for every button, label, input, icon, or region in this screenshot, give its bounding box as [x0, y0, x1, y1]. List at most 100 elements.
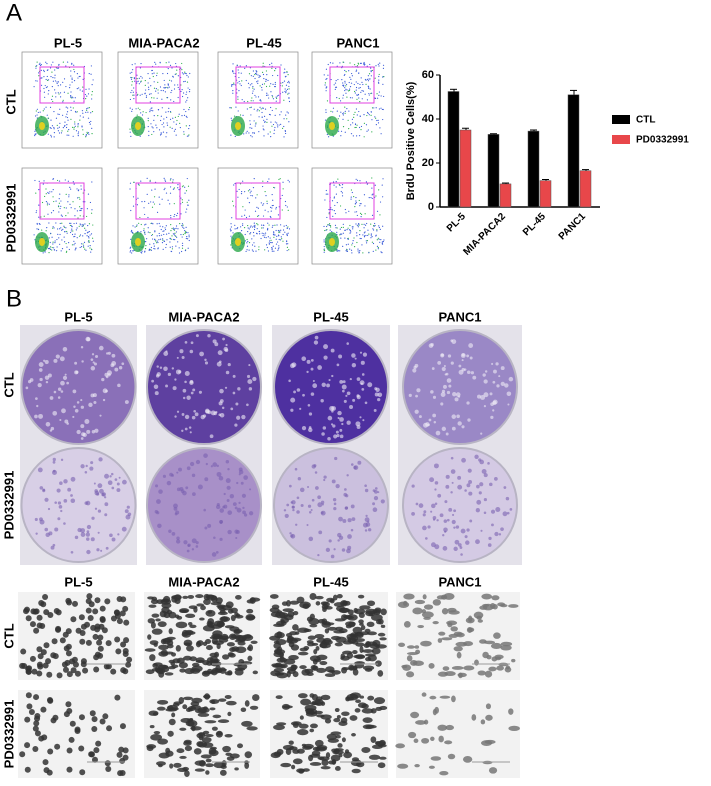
flow-dot	[61, 130, 62, 131]
cell	[241, 721, 253, 727]
flow-dot	[343, 227, 344, 228]
colony	[104, 502, 108, 506]
flow-dot	[251, 107, 252, 108]
flow-dot	[286, 225, 287, 226]
cell	[347, 652, 353, 658]
flow-dot	[144, 251, 145, 252]
flow-dot	[130, 92, 131, 93]
colony	[322, 383, 326, 387]
colony	[445, 485, 449, 489]
flow-dot	[254, 225, 255, 226]
flow-core	[235, 238, 241, 246]
cell	[401, 665, 407, 668]
flow-dot	[346, 249, 347, 250]
flow-dot	[382, 243, 383, 244]
flow-dot	[261, 87, 262, 88]
cell	[229, 634, 237, 640]
flow-dot	[366, 223, 367, 224]
cell	[463, 641, 473, 646]
flow-dot	[153, 76, 154, 77]
flow-dot	[359, 200, 360, 201]
flow-dot	[188, 134, 189, 135]
colony	[185, 486, 188, 489]
cell	[157, 738, 168, 744]
colony	[334, 503, 337, 506]
flow-dot	[382, 84, 383, 85]
flow-dot	[68, 135, 69, 136]
cell	[151, 622, 156, 629]
flow-dot	[136, 81, 137, 82]
flow-dot	[43, 76, 44, 77]
flow-dot	[337, 79, 338, 80]
cell	[421, 738, 429, 744]
flow-dot	[233, 205, 234, 206]
flow-dot	[156, 127, 157, 128]
colony	[411, 512, 415, 516]
flow-dot	[41, 85, 42, 86]
flow-dot	[80, 208, 81, 209]
flow-dot	[93, 241, 94, 242]
colony	[218, 414, 221, 417]
flow-dot	[172, 118, 173, 119]
flow-dot	[343, 85, 344, 86]
flow-dot	[57, 83, 58, 84]
flow-dot	[270, 237, 271, 238]
cell	[227, 712, 231, 716]
colony	[192, 388, 195, 391]
flow-dot	[340, 100, 341, 101]
cell	[115, 648, 121, 654]
flow-dot	[348, 70, 349, 71]
flow-dot	[266, 93, 267, 94]
cell	[274, 668, 284, 672]
flow-dot	[369, 94, 370, 95]
cell	[444, 740, 452, 744]
flow-dot	[326, 78, 327, 79]
colony	[498, 375, 500, 377]
flow-dot	[342, 192, 343, 193]
flow-dot	[86, 132, 87, 133]
colony	[433, 396, 436, 399]
flow-dot	[358, 111, 359, 112]
cell	[466, 617, 475, 623]
flow-dot	[286, 90, 287, 91]
column-header: PL-45	[313, 309, 348, 324]
colony	[311, 392, 315, 396]
flow-dot	[376, 93, 377, 94]
flow-dot	[362, 252, 363, 253]
flow-dot	[48, 193, 49, 194]
flow-dot	[258, 215, 259, 216]
flow-dot	[183, 228, 184, 229]
colony	[488, 537, 491, 540]
colony	[98, 510, 101, 513]
colony	[333, 548, 335, 550]
colony	[479, 491, 482, 494]
flow-dot	[178, 116, 179, 117]
flow-dot	[80, 76, 81, 77]
flow-dot	[370, 237, 371, 238]
flow-dot	[360, 116, 361, 117]
flow-dot	[77, 217, 78, 218]
colony	[203, 509, 206, 512]
flow-dot	[356, 242, 357, 243]
cell	[311, 700, 321, 705]
flow-dot	[68, 181, 69, 182]
colony	[419, 503, 424, 508]
colony	[368, 528, 371, 531]
colony	[87, 525, 91, 529]
cell	[247, 615, 256, 620]
cell	[229, 647, 236, 652]
flow-dot	[34, 180, 35, 181]
flow-dot	[84, 248, 85, 249]
flow-dot	[378, 76, 379, 77]
flow-core	[329, 122, 335, 130]
flow-dot	[345, 132, 346, 133]
flow-dot	[342, 246, 343, 247]
flow-dot	[378, 95, 379, 96]
flow-dot	[78, 131, 79, 132]
colony	[359, 416, 361, 418]
colony	[456, 414, 460, 418]
flow-dot	[63, 127, 64, 128]
colony	[332, 424, 335, 427]
cell	[438, 632, 445, 636]
flow-dot	[266, 79, 267, 80]
